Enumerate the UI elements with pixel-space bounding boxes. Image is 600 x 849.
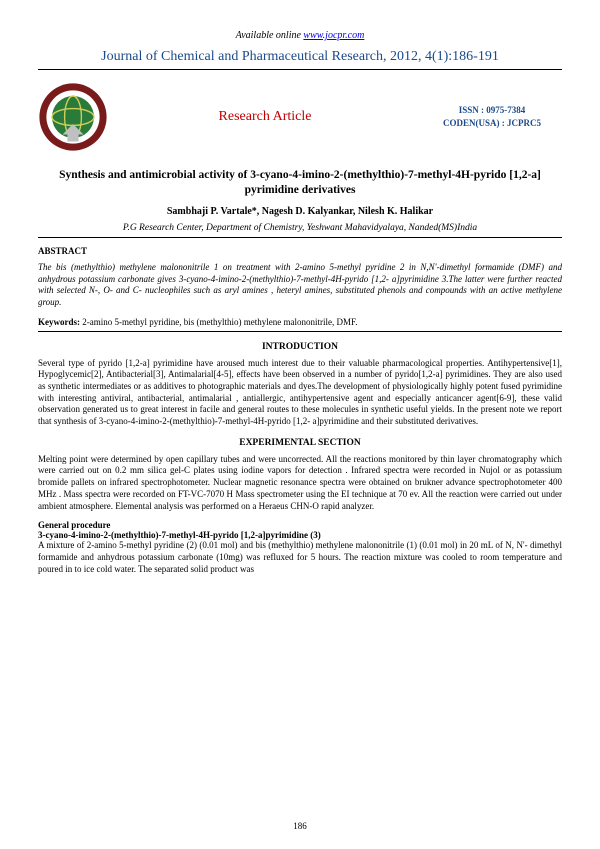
procedure-compound-title: 3-cyano-4-imino-2-(methylthio)-7-methyl-…: [38, 530, 562, 540]
paper-title: Synthesis and antimicrobial activity of …: [38, 168, 562, 198]
experimental-heading: EXPERIMENTAL SECTION: [38, 438, 562, 448]
general-procedure-label: General procedure: [38, 520, 562, 530]
introduction-heading: INTRODUCTION: [38, 342, 562, 352]
journal-url-link[interactable]: www.jocpr.com: [303, 30, 364, 41]
journal-logo-icon: [38, 82, 108, 152]
author-affiliation: P.G Research Center, Department of Chemi…: [38, 223, 562, 233]
author-list: Sambhaji P. Vartale*, Nagesh D. Kalyanka…: [38, 206, 562, 217]
journal-citation-line: Journal of Chemical and Pharmaceutical R…: [38, 49, 562, 70]
procedure-body-text: A mixture of 2-amino 5-methyl pyridine (…: [38, 540, 562, 575]
abstract-text: The bis (methylthio) methylene malononit…: [38, 262, 562, 309]
available-online-prefix: Available online: [236, 30, 304, 41]
available-online-text: Available online www.jocpr.com: [38, 30, 562, 41]
journal-logo: [38, 82, 108, 152]
keywords-text: 2-amino 5-methyl pyridine, bis (methylth…: [80, 317, 357, 327]
abstract-heading: ABSTRACT: [38, 246, 562, 256]
issn-number: ISSN : 0975-7384: [422, 104, 562, 117]
header-row: Research Article ISSN : 0975-7384 CODEN(…: [38, 82, 562, 152]
coden-code: CODEN(USA) : JCPRC5: [422, 117, 562, 130]
keywords-label: Keywords:: [38, 317, 80, 327]
rule-after-keywords: [38, 331, 562, 332]
introduction-text: Several type of pyrido [1,2-a] pyrimidin…: [38, 358, 562, 428]
keywords-line: Keywords: 2-amino 5-methyl pyridine, bis…: [38, 317, 562, 327]
page-number: 186: [0, 821, 600, 831]
rule-top: [38, 237, 562, 238]
issn-block: ISSN : 0975-7384 CODEN(USA) : JCPRC5: [422, 104, 562, 129]
article-type-label: Research Article: [108, 109, 422, 125]
experimental-text: Melting point were determined by open ca…: [38, 454, 562, 512]
